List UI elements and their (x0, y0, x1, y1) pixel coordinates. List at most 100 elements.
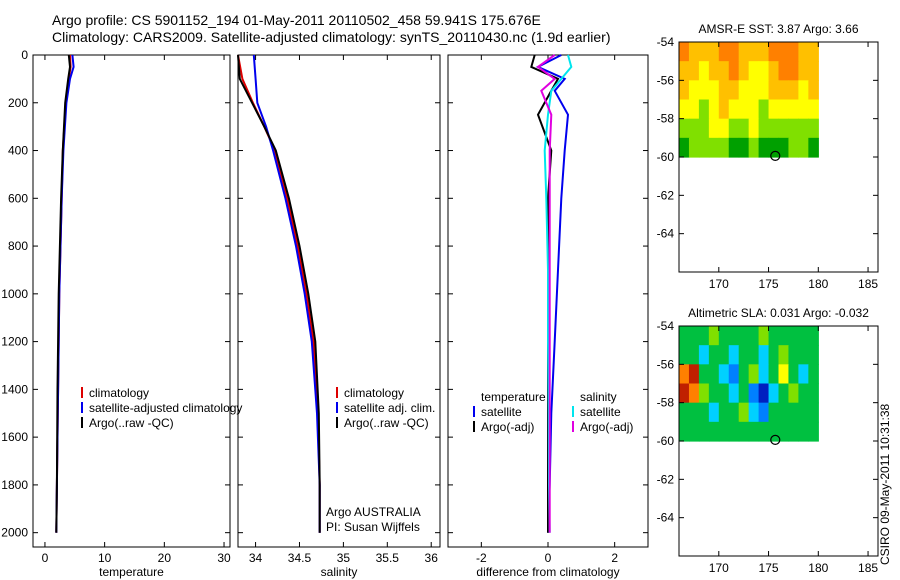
heatmap-cell (728, 42, 740, 62)
heatmap-cell (688, 402, 700, 423)
series-line (252, 54, 321, 533)
legend-label: satellite (580, 405, 621, 419)
heatmap-cell (698, 80, 710, 101)
y-tick-label: 1800 (1, 478, 28, 492)
heatmap-cell (738, 402, 750, 423)
heatmap-cell (768, 42, 780, 62)
x-tick-label: 180 (808, 277, 828, 291)
x-tick-label: 0 (545, 551, 552, 565)
heatmap-cell (728, 421, 740, 442)
legend-label: Argo(..raw -QC) (344, 416, 429, 430)
x-tick-label: 170 (709, 561, 729, 575)
heatmap-cell (778, 137, 790, 158)
heatmap-cell (679, 118, 690, 139)
heatmap-cell (798, 99, 809, 120)
heatmap-cell (698, 345, 710, 365)
float-position-marker (770, 434, 781, 445)
x-tick-label: 36 (425, 551, 439, 565)
heatmap-cell (679, 61, 690, 81)
x-tick-label: 35 (337, 551, 351, 565)
heatmap-cell (708, 61, 720, 81)
heatmap-cell (778, 383, 790, 404)
heatmap-cell (728, 137, 740, 158)
heatmap-cell (748, 61, 760, 81)
float-position-marker (770, 150, 781, 161)
heatmap-cell (758, 326, 770, 346)
heatmap-cell (758, 402, 770, 423)
y-tick-label: 600 (8, 191, 28, 205)
heatmap-cell (738, 118, 750, 139)
heatmap-cell (688, 421, 700, 442)
legend-heading: temperature (481, 390, 546, 404)
heatmap-cell (808, 61, 819, 81)
heatmap-cell (708, 402, 720, 423)
x-tick-label: 175 (759, 277, 779, 291)
heatmap-cell (768, 80, 780, 101)
heatmap-cell (758, 137, 770, 158)
heatmap-cell (768, 421, 780, 442)
heatmap-cell (698, 402, 710, 423)
series-line (535, 54, 570, 533)
series-line (237, 54, 321, 533)
heatmap-cell (808, 402, 819, 423)
heatmap-cell (748, 383, 760, 404)
heatmap-cell (688, 80, 700, 101)
heatmap-cell (808, 80, 819, 101)
heatmap-cell (788, 42, 799, 62)
x-tick-label: 30 (217, 551, 231, 565)
heatmap-cell (788, 118, 799, 139)
y-tick-label: 200 (8, 96, 28, 110)
legend-label: satellite adj. clim. (344, 401, 435, 415)
heatmap-cell (748, 118, 760, 139)
y-tick-label: -60 (657, 150, 675, 164)
heatmap-cell (748, 345, 760, 365)
heatmap-cell (748, 326, 760, 346)
heatmap-cell (718, 402, 730, 423)
map-title: AMSR-E SST: 3.87 Argo: 3.66 (698, 22, 858, 36)
heatmap-cell (688, 326, 700, 346)
y-tick-label: 400 (8, 144, 28, 158)
annotation-text: Argo AUSTRALIA (326, 505, 421, 519)
heatmap-cell (798, 42, 809, 62)
y-tick-label: -62 (657, 472, 675, 486)
heatmap-cell (718, 364, 730, 385)
x-tick-label: 20 (158, 551, 172, 565)
legend-label: satellite-adjusted climatology (89, 401, 242, 415)
x-tick-label: 34.5 (288, 551, 312, 565)
heatmap-cell (738, 383, 750, 404)
x-tick-label: 185 (858, 277, 878, 291)
heatmap-cell (778, 61, 790, 81)
heatmap-cell (808, 421, 819, 442)
x-tick-label: 185 (858, 561, 878, 575)
heatmap-cell (758, 421, 770, 442)
heatmap-cell (808, 137, 819, 158)
heatmap-cell (679, 364, 690, 385)
heatmap-cell (679, 42, 690, 62)
y-tick-label: 2000 (1, 526, 28, 540)
legend-label: satellite (481, 405, 522, 419)
timestamp-stamp: CSIRO 09-May-2011 10:31:38 (878, 403, 892, 565)
heatmap-cell (798, 364, 809, 385)
series-line (55, 54, 72, 533)
heatmap-cell (718, 80, 730, 101)
heatmap-cell (808, 42, 819, 62)
heatmap-cell (798, 402, 809, 423)
x-tick-label: -2 (476, 551, 487, 565)
heatmap-cell (798, 118, 809, 139)
heatmap-cell (778, 345, 790, 365)
heatmap-cell (688, 137, 700, 158)
heatmap-cell (758, 61, 770, 81)
header-line-2: Climatology: CARS2009. Satellite-adjuste… (52, 29, 611, 45)
heatmap-cell (708, 421, 720, 442)
heatmap-cell (738, 42, 750, 62)
heatmap-cell (778, 326, 790, 346)
heatmap-cell (788, 326, 799, 346)
heatmap-cell (768, 137, 780, 158)
y-tick-label: -64 (657, 227, 675, 241)
legend-label: Argo(..raw -QC) (89, 416, 174, 430)
x-tick-label: 2 (611, 551, 618, 565)
x-tick-label: 0 (42, 551, 49, 565)
heatmap-cell (688, 42, 700, 62)
